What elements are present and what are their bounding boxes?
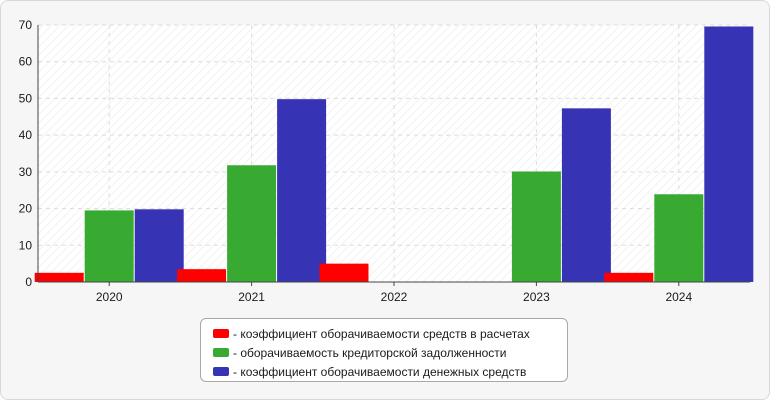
legend-item-cash-turnover: - коэффициент оборачиваемости денежных с… — [213, 362, 567, 381]
bar-2022-series-1 — [319, 263, 369, 282]
legend-swatch-blue — [213, 367, 229, 376]
legend-label: - оборачиваемость кредиторской задолженн… — [233, 345, 507, 360]
bar-2020-series-2 — [84, 210, 134, 282]
bar-2023-series-2 — [511, 171, 561, 282]
legend-label: - коэффициент оборачиваемости средств в … — [233, 326, 530, 341]
bar-2024-series-1 — [604, 272, 654, 282]
y-tick-label: 50 — [19, 91, 33, 105]
legend-label: - коэффициент оборачиваемости денежных с… — [233, 364, 527, 379]
legend: - коэффициент оборачиваемости средств в … — [200, 318, 568, 382]
y-tick-label: 40 — [19, 128, 33, 142]
legend-swatch-red — [213, 329, 229, 338]
bar-2020-series-1 — [34, 272, 84, 282]
y-tick-label: 10 — [19, 238, 33, 252]
x-tick-label: 2024 — [665, 290, 692, 304]
bar-2021-series-2 — [227, 165, 277, 282]
bar-2023-series-3 — [561, 108, 611, 282]
y-tick-label: 20 — [19, 202, 33, 216]
y-tick-label: 60 — [19, 55, 33, 69]
bar-2020-series-3 — [134, 209, 184, 282]
bar-chart: 0 10 20 30 40 50 60 70 2020 2021 2022 2023 2024 — [19, 18, 754, 304]
bar-2021-series-1 — [177, 269, 227, 282]
legend-item-payables-turnover: - оборачиваемость кредиторской задолженн… — [213, 343, 567, 362]
legend-swatch-green — [213, 348, 229, 357]
y-tick-label: 0 — [25, 275, 32, 289]
x-tick-label: 2022 — [381, 290, 408, 304]
x-tick-label: 2020 — [96, 290, 123, 304]
bar-2024-series-2 — [654, 194, 704, 282]
legend-item-receivables-turnover: - коэффициент оборачиваемости средств в … — [213, 324, 567, 343]
x-tick-label: 2023 — [523, 290, 550, 304]
y-tick-label: 70 — [19, 18, 33, 32]
x-tick-label: 2021 — [238, 290, 265, 304]
bar-2021-series-3 — [277, 99, 327, 282]
y-tick-label: 30 — [19, 165, 33, 179]
bar-2024-series-3 — [704, 26, 754, 283]
